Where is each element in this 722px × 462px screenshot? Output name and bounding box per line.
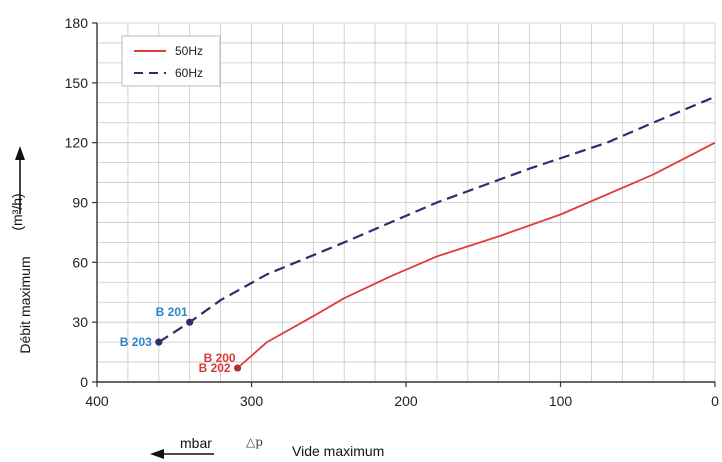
point-marker [233,364,242,372]
y-axis-unit: (m³/h) [9,193,25,230]
x-tick-label: 300 [240,393,264,409]
legend-box [121,35,221,87]
point-label: B 203 [120,335,152,349]
y-tick-label: 30 [72,314,88,330]
series-line-50hz [237,141,716,369]
legend-label-50hz: 50Hz [175,44,203,58]
point-marker [155,338,163,346]
series-line-60hz [158,95,716,344]
y-axis-arrow-icon [15,146,25,214]
point-label: B 202 [199,361,231,375]
y-axis-title: Débit maximum [17,256,33,353]
y-tick-label: 120 [65,135,89,151]
x-axis-label: Vide maximum [292,443,384,459]
x-axis-arrow-icon [150,449,214,459]
series [158,95,716,369]
grid [96,22,716,383]
legend-label-60hz: 60Hz [175,66,203,80]
point-label: B 200 [204,351,236,365]
x-tick-label: 100 [549,393,573,409]
x-tick-label: 200 [394,393,418,409]
y-tick-label: 0 [80,374,88,390]
y-axis-label: Débit maximum [17,256,33,353]
x-tick-label: 0 [711,393,719,409]
x-axis-symbol: △p [246,435,263,449]
point-label: B 201 [156,305,188,319]
y-tick-label: 180 [65,15,89,31]
y-tick-label: 150 [65,75,89,91]
y-tick-label: 60 [72,254,88,270]
x-axis-unit: mbar [180,435,212,451]
tick-labels: 0 30 60 90 120 150 180 400 300 200 100 0 [65,15,719,409]
legend: 50Hz 60Hz [121,35,221,87]
x-tick-label: 400 [85,393,109,409]
point-marker [186,318,194,326]
y-tick-label: 90 [72,195,88,211]
y-axis-unit-group: (m³/h) [9,193,25,230]
